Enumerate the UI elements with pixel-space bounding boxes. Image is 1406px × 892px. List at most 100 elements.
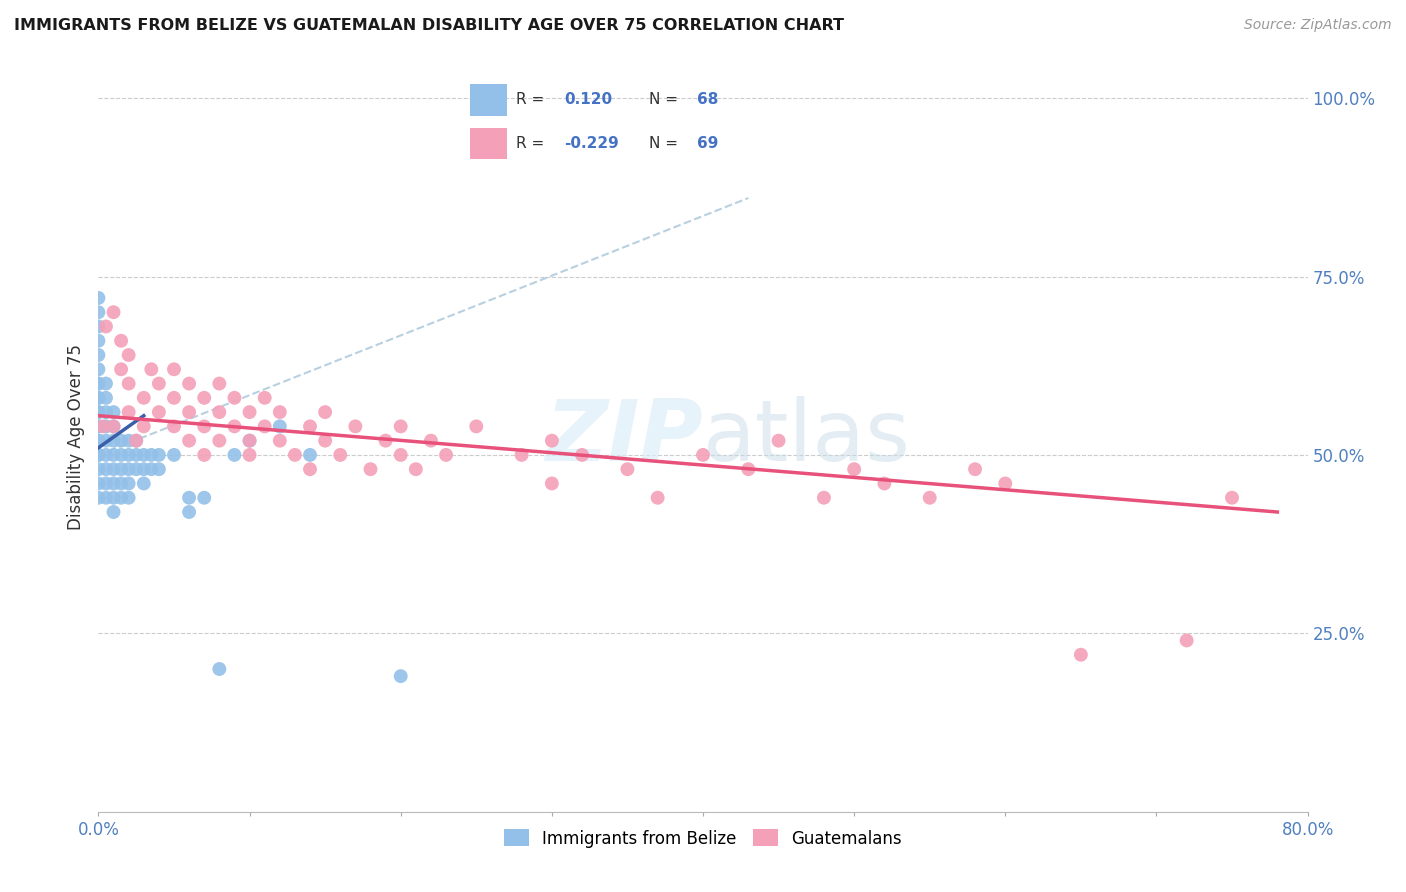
Point — [299, 419, 322, 434]
Point — [87, 319, 110, 334]
Point — [103, 405, 125, 419]
Legend: Immigrants from Belize, Guatemalans: Immigrants from Belize, Guatemalans — [495, 821, 911, 855]
Point — [389, 448, 412, 462]
Point — [141, 448, 163, 462]
Point — [110, 434, 132, 448]
Point — [103, 448, 125, 462]
Point — [148, 448, 170, 462]
Point — [94, 419, 117, 434]
Point — [132, 462, 155, 476]
Point — [239, 434, 262, 448]
Text: IMMIGRANTS FROM BELIZE VS GUATEMALAN DISABILITY AGE OVER 75 CORRELATION CHART: IMMIGRANTS FROM BELIZE VS GUATEMALAN DIS… — [14, 18, 844, 33]
Point — [148, 376, 170, 391]
Point — [91, 419, 114, 434]
Point — [389, 669, 412, 683]
Point — [87, 348, 110, 362]
Point — [208, 662, 231, 676]
Point — [125, 462, 148, 476]
Point — [103, 419, 125, 434]
Point — [94, 319, 117, 334]
Point — [94, 476, 117, 491]
Point — [224, 448, 246, 462]
Point — [253, 391, 276, 405]
Point — [465, 419, 488, 434]
Point — [87, 434, 110, 448]
Point — [616, 462, 638, 476]
Point — [87, 405, 110, 419]
Point — [239, 405, 262, 419]
Point — [87, 419, 110, 434]
Point — [163, 391, 186, 405]
Point — [208, 405, 231, 419]
Point — [965, 462, 987, 476]
Point — [87, 491, 110, 505]
Point — [193, 419, 215, 434]
Point — [179, 434, 201, 448]
Point — [224, 391, 246, 405]
Point — [1070, 648, 1092, 662]
Text: atlas: atlas — [703, 395, 911, 479]
Point — [110, 448, 132, 462]
Point — [405, 462, 427, 476]
Point — [110, 334, 132, 348]
Point — [118, 348, 141, 362]
Point — [87, 448, 110, 462]
Point — [208, 376, 231, 391]
Point — [110, 462, 132, 476]
Point — [768, 434, 790, 448]
Point — [389, 419, 412, 434]
Point — [873, 476, 896, 491]
Point — [299, 462, 322, 476]
Point — [118, 491, 141, 505]
Point — [94, 462, 117, 476]
Point — [1175, 633, 1198, 648]
Point — [125, 448, 148, 462]
Point — [87, 376, 110, 391]
Point — [118, 476, 141, 491]
Point — [87, 434, 110, 448]
Point — [224, 419, 246, 434]
Y-axis label: Disability Age Over 75: Disability Age Over 75 — [67, 344, 86, 530]
Point — [994, 476, 1017, 491]
Point — [918, 491, 941, 505]
Text: Source: ZipAtlas.com: Source: ZipAtlas.com — [1244, 18, 1392, 32]
Point — [179, 491, 201, 505]
Point — [103, 419, 125, 434]
Point — [314, 434, 336, 448]
Point — [179, 405, 201, 419]
Point — [87, 334, 110, 348]
Point — [434, 448, 457, 462]
Point — [87, 376, 110, 391]
Point — [344, 419, 367, 434]
Point — [239, 448, 262, 462]
Point — [103, 462, 125, 476]
Point — [510, 448, 533, 462]
Point — [118, 462, 141, 476]
Point — [87, 305, 110, 319]
Point — [103, 491, 125, 505]
Point — [179, 505, 201, 519]
Point — [87, 448, 110, 462]
Point — [163, 419, 186, 434]
Point — [208, 434, 231, 448]
Point — [540, 476, 562, 491]
Point — [87, 391, 110, 405]
Point — [844, 462, 866, 476]
Point — [647, 491, 669, 505]
Point — [420, 434, 443, 448]
Point — [132, 448, 155, 462]
Point — [540, 434, 562, 448]
Point — [141, 362, 163, 376]
Point — [94, 376, 117, 391]
Point — [299, 448, 322, 462]
Point — [193, 491, 215, 505]
Point — [269, 419, 291, 434]
Point — [103, 434, 125, 448]
Point — [110, 491, 132, 505]
Point — [125, 434, 148, 448]
Point — [329, 448, 352, 462]
Point — [360, 462, 382, 476]
Point — [103, 305, 125, 319]
Point — [132, 476, 155, 491]
Point — [193, 391, 215, 405]
